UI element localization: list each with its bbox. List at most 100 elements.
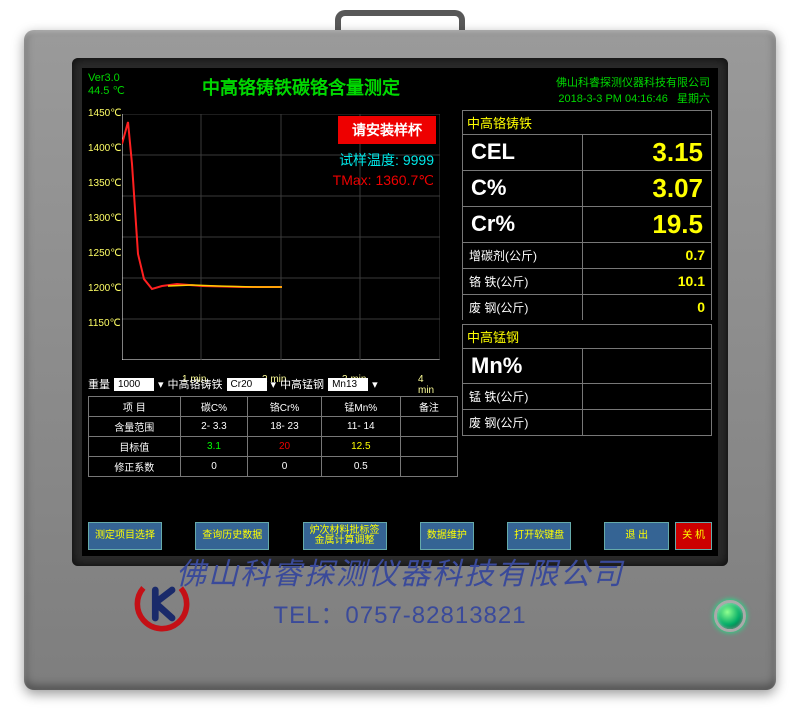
col-header: 项 目 — [89, 397, 181, 417]
ytick: 1450℃ — [88, 108, 118, 143]
result-row: 废 钢(公斤)0 — [462, 294, 712, 320]
cell: 18- 23 — [248, 417, 321, 437]
btn-soft-keyboard[interactable]: 打开软键盘 — [507, 522, 571, 550]
weight-select[interactable]: 1000 — [114, 378, 154, 391]
sample-temp-label: 试样温度: — [339, 152, 399, 168]
power-button[interactable] — [714, 600, 746, 632]
result-label: CEL — [463, 135, 583, 170]
mn-select[interactable]: Mn13 — [328, 378, 368, 391]
result-label: Mn% — [463, 349, 583, 383]
result-label: 废 钢(公斤) — [463, 410, 583, 435]
cell — [400, 417, 457, 437]
cell: 含量范围 — [89, 417, 181, 437]
result-value: 0 — [583, 295, 711, 320]
ambient-temp: 44.5 ℃ — [88, 85, 125, 97]
cell: 3.1 — [180, 437, 248, 457]
cell: 11- 14 — [321, 417, 400, 437]
result-value: 3.07 — [583, 171, 711, 206]
btn-item-select[interactable]: 测定项目选择 — [88, 522, 162, 550]
btn-exit[interactable]: 退 出 — [604, 522, 669, 550]
result-value: 3.15 — [583, 135, 711, 170]
result-row: 铬 铁(公斤)10.1 — [462, 268, 712, 294]
ytick: 1150℃ — [88, 318, 118, 353]
cooling-curve-chart: 1450℃ 1400℃ 1350℃ 1300℃ 1250℃ 1200℃ 1150… — [122, 114, 440, 360]
tmax-label: TMax: — [333, 172, 372, 188]
table-row: 含量范围 2- 3.3 18- 23 11- 14 — [89, 417, 458, 437]
header-datetime: 2018-3-3 PM 04:16:46 星期六 — [558, 90, 710, 106]
result-value — [583, 349, 711, 383]
result-label: Cr% — [463, 207, 583, 242]
results-section1-title: 中高铬铸铁 — [462, 110, 712, 134]
tmax-value: 1360.7℃ — [375, 172, 434, 188]
header-company: 佛山科睿探测仪器科技有限公司 — [556, 74, 710, 90]
result-value: 19.5 — [583, 207, 711, 242]
btn-line2: 金属计算调整 — [315, 535, 375, 546]
result-row: C%3.07 — [462, 170, 712, 206]
cr-label: 中高铬铸铁 — [168, 376, 223, 392]
cell — [400, 457, 457, 477]
col-header: 备注 — [400, 397, 457, 417]
weight-label: 重量 — [88, 376, 110, 392]
result-label: 废 钢(公斤) — [463, 295, 583, 320]
result-label: 铬 铁(公斤) — [463, 269, 583, 294]
result-row: 废 钢(公斤) — [462, 409, 712, 436]
param-selectors: 重量 1000▾ 中高铬铸铁 Cr20▾ 中高锰钢 Mn13▾ — [88, 376, 458, 392]
result-row: 增碳剂(公斤)0.7 — [462, 242, 712, 268]
table-row: 修正系数 0 0 0.5 — [89, 457, 458, 477]
device-body: Ver3.0 44.5 ℃ 中高铬铸铁碳铬含量测定 佛山科睿探测仪器科技有限公司… — [24, 30, 776, 690]
tmax: TMax: 1360.7℃ — [333, 172, 434, 189]
button-bar: 测定项目选择 查询历史数据 炉次材料批标签 金属计算调整 数据维护 打开软键盘 … — [88, 522, 712, 550]
col-header: 锰Mn% — [321, 397, 400, 417]
cr-select[interactable]: Cr20 — [227, 378, 267, 391]
result-row: Cr%19.5 — [462, 206, 712, 242]
ytick: 1300℃ — [88, 213, 118, 248]
result-label: 增碳剂(公斤) — [463, 243, 583, 268]
sample-temp: 试样温度: 9999 — [339, 150, 434, 170]
btn-history[interactable]: 查询历史数据 — [195, 522, 269, 550]
device-branding: 佛山科睿探测仪器科技有限公司 TEL：0757-82813821 — [24, 549, 776, 630]
params-panel: 重量 1000▾ 中高铬铸铁 Cr20▾ 中高锰钢 Mn13▾ 项 目 碳C% … — [88, 376, 458, 477]
result-row: Mn% — [462, 348, 712, 383]
sample-temp-value: 9999 — [403, 152, 434, 168]
datetime-text: 2018-3-3 PM 04:16:46 — [558, 93, 667, 105]
cell: 2- 3.3 — [180, 417, 248, 437]
ytick: 1350℃ — [88, 178, 118, 213]
result-value — [583, 410, 711, 435]
cell: 修正系数 — [89, 457, 181, 477]
cell: 0.5 — [321, 457, 400, 477]
ytick: 1400℃ — [88, 143, 118, 178]
chart-y-labels: 1450℃ 1400℃ 1350℃ 1300℃ 1250℃ 1200℃ 1150… — [88, 108, 118, 353]
cell: 0 — [248, 457, 321, 477]
brand-tel: TEL：0757-82813821 — [24, 595, 776, 630]
screen-bezel: Ver3.0 44.5 ℃ 中高铬铸铁碳铬含量测定 佛山科睿探测仪器科技有限公司… — [72, 58, 728, 566]
cell: 20 — [248, 437, 321, 457]
result-value: 0.7 — [583, 243, 711, 268]
result-label: C% — [463, 171, 583, 206]
screen: Ver3.0 44.5 ℃ 中高铬铸铁碳铬含量测定 佛山科睿探测仪器科技有限公司… — [82, 68, 718, 556]
version-text: Ver3.0 — [88, 72, 120, 84]
weekday-text: 星期六 — [677, 93, 710, 105]
btn-data-maint[interactable]: 数据维护 — [420, 522, 474, 550]
result-row: 锰 铁(公斤) — [462, 383, 712, 409]
table-row: 项 目 碳C% 铬Cr% 锰Mn% 备注 — [89, 397, 458, 417]
results-panel: 中高铬铸铁 CEL3.15 C%3.07 Cr%19.5 增碳剂(公斤)0.7 … — [462, 110, 712, 436]
brand-company: 佛山科睿探测仪器科技有限公司 — [24, 549, 776, 593]
result-row: CEL3.15 — [462, 134, 712, 170]
alert-install-cup: 请安装样杯 — [338, 116, 436, 144]
cell: 12.5 — [321, 437, 400, 457]
header-version-temp: Ver3.0 44.5 ℃ — [88, 72, 125, 98]
mn-label: 中高锰钢 — [280, 376, 324, 392]
col-header: 碳C% — [180, 397, 248, 417]
curve-line — [122, 122, 282, 289]
btn-batch-calc[interactable]: 炉次材料批标签 金属计算调整 — [303, 522, 387, 550]
cell: 0 — [180, 457, 248, 477]
btn-shutdown[interactable]: 关 机 — [675, 522, 712, 550]
ytick: 1200℃ — [88, 283, 118, 318]
page-title: 中高铬铸铁碳铬含量测定 — [202, 74, 400, 100]
params-table: 项 目 碳C% 铬Cr% 锰Mn% 备注 含量范围 2- 3.3 18- 23 … — [88, 396, 458, 477]
result-label: 锰 铁(公斤) — [463, 384, 583, 409]
result-value: 10.1 — [583, 269, 711, 294]
table-row: 目标值 3.1 20 12.5 — [89, 437, 458, 457]
result-value — [583, 384, 711, 409]
results-section2-title: 中高锰钢 — [462, 324, 712, 348]
